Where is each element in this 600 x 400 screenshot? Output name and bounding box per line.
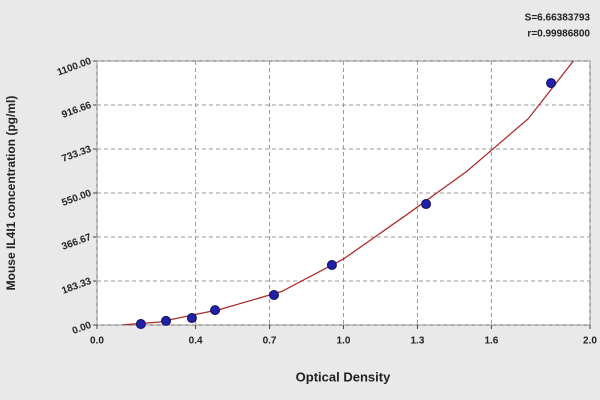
y-tick-label: 733.33 (60, 144, 93, 165)
annotation: r=0.99986800 (527, 29, 590, 40)
y-tick-label: 916.66 (60, 100, 93, 121)
x-tick-label: 1.0 (337, 336, 351, 347)
x-tick-label: 1.3 (410, 336, 424, 347)
data-point (135, 319, 146, 330)
x-tick-label: 1.6 (484, 336, 498, 347)
x-axis-title: Optical Density (296, 369, 391, 384)
y-tick-label: 1100.00 (56, 56, 94, 79)
plot-clip (121, 61, 575, 325)
fit-curve (121, 61, 575, 325)
x-tick-label: 0.7 (263, 336, 277, 347)
y-tick-label: 183.33 (60, 276, 93, 297)
y-tick-label: 0.00 (71, 320, 93, 337)
data-point (268, 290, 279, 300)
data-point (210, 305, 221, 316)
data-point (421, 199, 432, 210)
y-tick-label: 550.00 (60, 188, 93, 209)
x-tick-label: 0.4 (189, 336, 203, 347)
data-point (186, 313, 197, 324)
y-tick-label: 366.67 (60, 232, 93, 253)
x-tick-label: 2.0 (583, 336, 597, 347)
data-point (326, 260, 337, 270)
x-tick-label: 0.0 (90, 336, 104, 347)
data-point (161, 315, 172, 326)
annotation: S=6.66383793 (525, 13, 591, 24)
y-axis-title: Mouse IL4I1 concentration (pg/ml) (4, 96, 18, 291)
data-point (546, 78, 557, 89)
